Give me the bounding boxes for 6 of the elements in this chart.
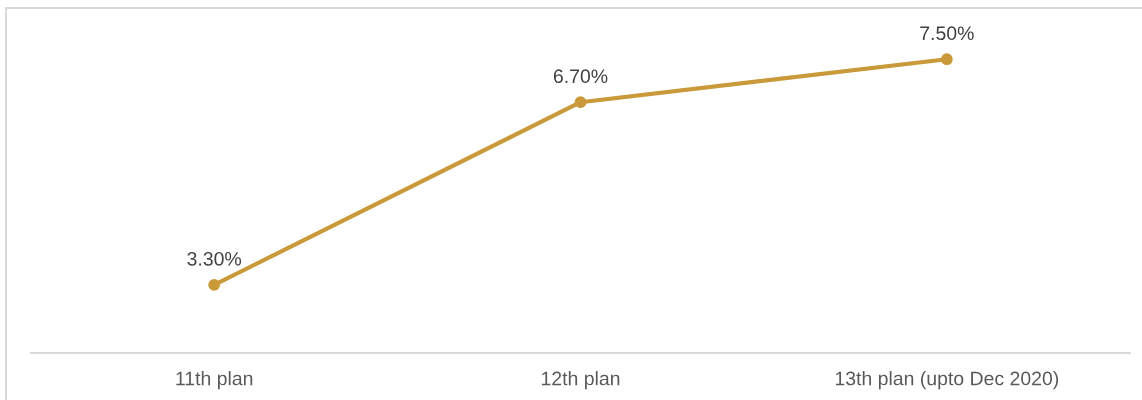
x-tick-label: 12th plan [541, 371, 620, 390]
data-label: 6.70% [553, 69, 608, 84]
x-tick-label: 13th plan (upto Dec 2020) [835, 371, 1059, 390]
data-label: 7.50% [920, 26, 974, 41]
data-label: 3.30% [187, 251, 242, 266]
x-tick-label: 11th plan [176, 371, 253, 390]
